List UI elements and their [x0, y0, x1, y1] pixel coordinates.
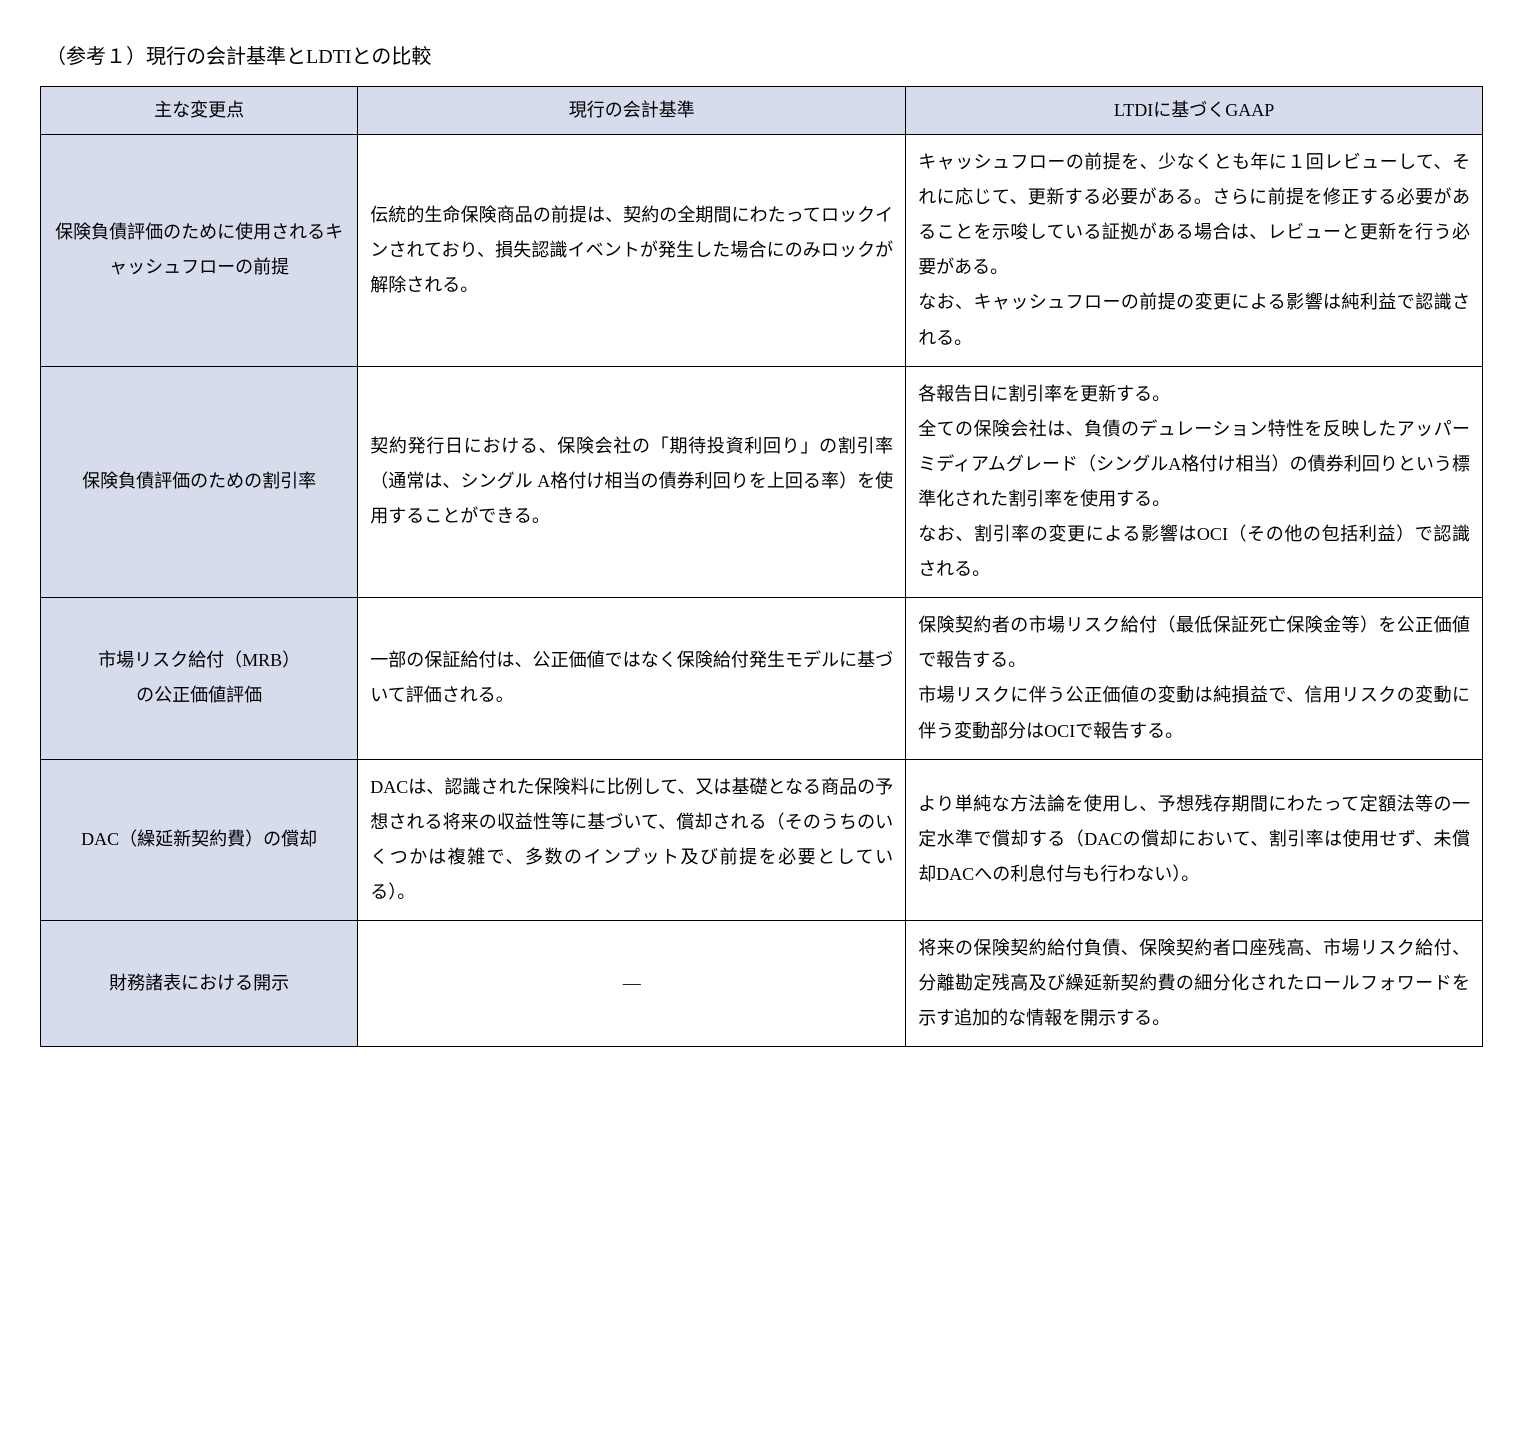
- table-body: 保険負債評価のために使用されるキャッシュフローの前提 伝統的生命保険商品の前提は…: [41, 135, 1483, 1047]
- table-row: 保険負債評価のための割引率 契約発行日における、保険会社の「期待投資利回り」の割…: [41, 366, 1483, 598]
- cell-ldti: より単純な方法論を使用し、予想残存期間にわたって定額法等の一定水準で償却する（D…: [906, 759, 1483, 920]
- header-col2: 現行の会計基準: [358, 87, 906, 135]
- header-col3: LTDIに基づくGAAP: [906, 87, 1483, 135]
- cell-current: DACは、認識された保険料に比例して、又は基礎となる商品の予想される将来の収益性…: [358, 759, 906, 920]
- row-label: 市場リスク給付（MRB）の公正価値評価: [41, 598, 358, 759]
- row-label: DAC（繰延新契約費）の償却: [41, 759, 358, 920]
- cell-ldti: キャッシュフローの前提を、少なくとも年に１回レビューして、それに応じて、更新する…: [906, 135, 1483, 367]
- cell-current: ―: [358, 920, 906, 1046]
- cell-ldti: 保険契約者の市場リスク給付（最低保証死亡保険金等）を公正価値で報告する。市場リス…: [906, 598, 1483, 759]
- row-label: 保険負債評価のための割引率: [41, 366, 358, 598]
- cell-current: 一部の保証給付は、公正価値ではなく保険給付発生モデルに基づいて評価される。: [358, 598, 906, 759]
- cell-ldti: 将来の保険契約給付負債、保険契約者口座残高、市場リスク給付、分離勘定残高及び繰延…: [906, 920, 1483, 1046]
- row-label: 保険負債評価のために使用されるキャッシュフローの前提: [41, 135, 358, 367]
- table-row: 保険負債評価のために使用されるキャッシュフローの前提 伝統的生命保険商品の前提は…: [41, 135, 1483, 367]
- table-row: DAC（繰延新契約費）の償却 DACは、認識された保険料に比例して、又は基礎とな…: [41, 759, 1483, 920]
- cell-ldti: 各報告日に割引率を更新する。全ての保険会社は、負債のデュレーション特性を反映した…: [906, 366, 1483, 598]
- cell-current: 伝統的生命保険商品の前提は、契約の全期間にわたってロックインされており、損失認識…: [358, 135, 906, 367]
- document-title: （参考１）現行の会計基準とLDTIとの比較: [40, 38, 1483, 76]
- comparison-table: 主な変更点 現行の会計基準 LTDIに基づくGAAP 保険負債評価のために使用さ…: [40, 86, 1483, 1047]
- header-col1: 主な変更点: [41, 87, 358, 135]
- row-label: 財務諸表における開示: [41, 920, 358, 1046]
- table-row: 財務諸表における開示 ― 将来の保険契約給付負債、保険契約者口座残高、市場リスク…: [41, 920, 1483, 1046]
- table-header-row: 主な変更点 現行の会計基準 LTDIに基づくGAAP: [41, 87, 1483, 135]
- cell-current: 契約発行日における、保険会社の「期待投資利回り」の割引率（通常は、シングル A格…: [358, 366, 906, 598]
- table-row: 市場リスク給付（MRB）の公正価値評価 一部の保証給付は、公正価値ではなく保険給…: [41, 598, 1483, 759]
